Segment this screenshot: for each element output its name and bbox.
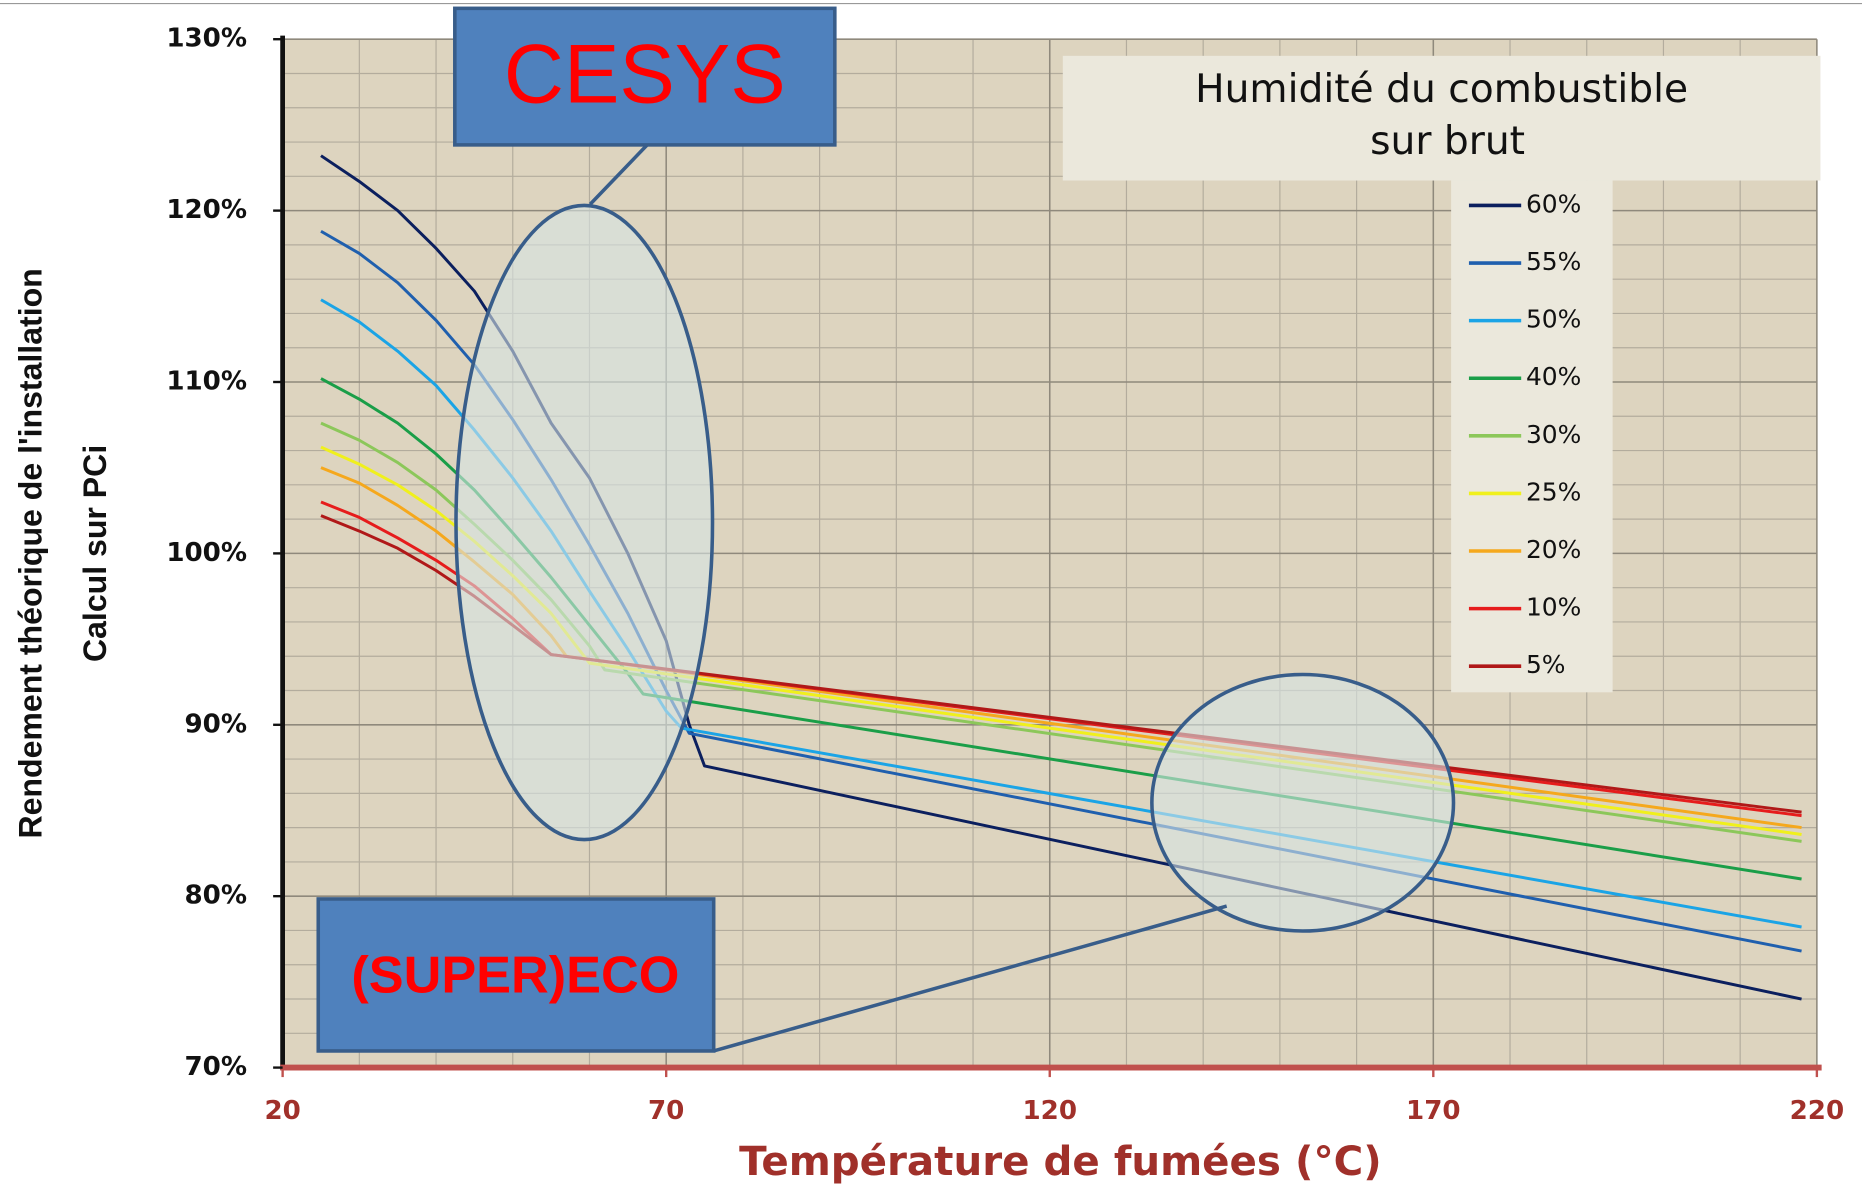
- x-tick-label: 170: [1406, 1096, 1461, 1126]
- y-tick-label: 120%: [166, 195, 247, 225]
- legend-label: 5%: [1526, 650, 1566, 679]
- x-tick-label: 70: [648, 1096, 684, 1126]
- highlight-ellipse: [1150, 672, 1456, 933]
- legend-title-box: [1062, 55, 1821, 181]
- x-tick-label: 220: [1790, 1096, 1845, 1126]
- x-tick-label: 120: [1022, 1096, 1077, 1126]
- annotation-box: [453, 6, 837, 147]
- callout-line: [588, 143, 649, 206]
- y-axis-label: Rendement théorique de l'installation Ca…: [13, 268, 113, 838]
- callout-line: [713, 904, 1228, 1053]
- y-tick-label: 70%: [185, 1052, 248, 1082]
- legend-label: 55%: [1526, 247, 1581, 276]
- legend-label: 40%: [1526, 362, 1581, 391]
- legend-title: Humidité du combustible: [1195, 67, 1688, 112]
- axes: 20 70 120 170 220 70% 80% 90% 100% 110% 120% 130%: [166, 24, 1844, 1126]
- y-tick-label: 100%: [166, 538, 247, 568]
- annotation: CESYS: [504, 28, 786, 121]
- legend-label: 50%: [1526, 305, 1581, 334]
- legend-label: 25%: [1526, 477, 1581, 506]
- legend-label: 20%: [1526, 535, 1581, 564]
- x-tick-label: 20: [264, 1096, 300, 1126]
- legend-label: 10%: [1526, 593, 1581, 622]
- y-axis-label-line: Calcul sur PCi: [77, 445, 113, 662]
- y-tick-label: 130%: [166, 24, 247, 54]
- legend-label: 60%: [1526, 189, 1581, 218]
- annotation-box: [316, 897, 716, 1053]
- y-tick-label: 90%: [185, 709, 248, 739]
- y-tick-label: 110%: [166, 367, 247, 397]
- highlight-ellipse: [454, 203, 715, 842]
- annotation: (SUPER)ECO: [351, 946, 679, 1004]
- legend-label: 30%: [1526, 420, 1581, 449]
- y-tick-label: 80%: [185, 881, 248, 911]
- legend: 60% 55% 50% 40% 30% 25% 20% 10% 5%: [1468, 189, 1581, 679]
- y-axis-label-line: Rendement théorique de l'installation: [13, 268, 49, 838]
- legend-title: sur brut: [1370, 119, 1525, 164]
- x-axis-label: Température de fumées (°C): [739, 1138, 1382, 1185]
